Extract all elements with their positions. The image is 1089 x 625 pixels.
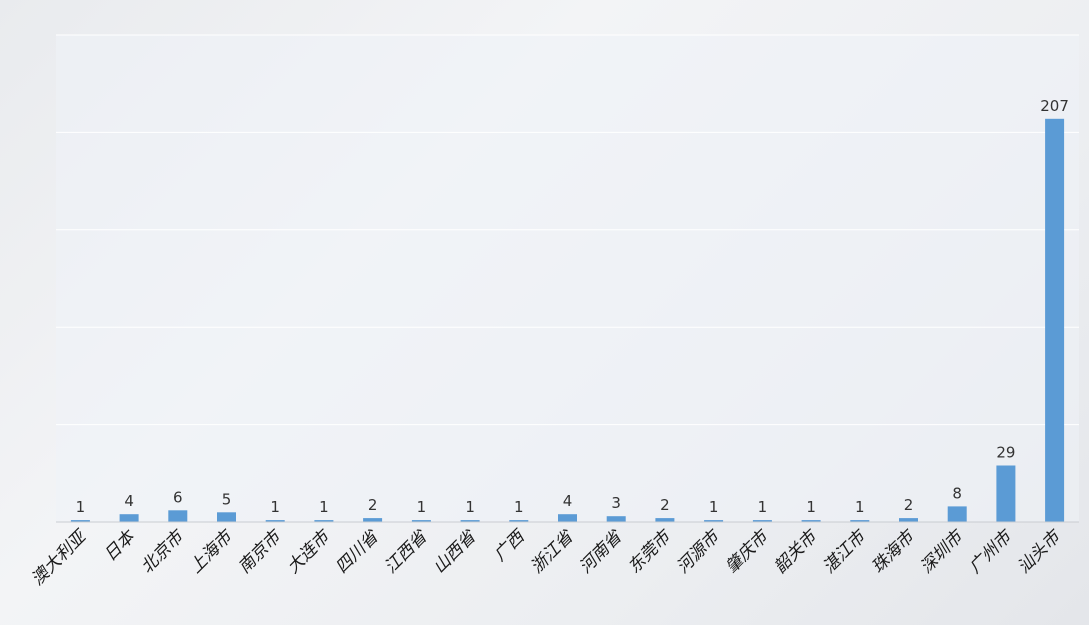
x-tick-label-15: 韶关市 xyxy=(770,525,822,577)
data-label-16: 1 xyxy=(855,498,865,516)
bar-13 xyxy=(704,520,724,522)
bar-20 xyxy=(1045,118,1065,523)
x-tick-label-13: 河源市 xyxy=(673,525,725,577)
x-tick-label-8: 山西省 xyxy=(429,526,481,578)
data-label-5: 1 xyxy=(319,498,329,516)
x-tick-label-2: 北京市 xyxy=(137,525,189,577)
bars xyxy=(70,118,1065,523)
x-tick-label-11: 河南省 xyxy=(576,526,628,578)
data-label-9: 1 xyxy=(514,498,524,516)
bar-15 xyxy=(801,520,821,522)
bar-4 xyxy=(265,520,285,522)
x-tick-label-19: 广州市 xyxy=(965,525,1017,577)
x-tick-label-3: 上海市 xyxy=(186,525,238,577)
x-tick-label-0: 澳大利亚 xyxy=(28,525,92,589)
bar-0 xyxy=(70,520,90,522)
bar-2 xyxy=(168,510,188,522)
bar-8 xyxy=(460,520,480,522)
data-label-18: 8 xyxy=(952,484,962,502)
data-label-19: 29 xyxy=(996,444,1015,462)
data-label-20: 207 xyxy=(1040,97,1069,115)
x-tick-label-16: 湛江市 xyxy=(819,525,871,577)
data-label-4: 1 xyxy=(270,498,280,516)
x-tick-label-17: 珠海市 xyxy=(868,525,920,577)
bar-14 xyxy=(752,520,772,522)
x-tick-label-12: 东莞市 xyxy=(624,525,676,577)
data-label-17: 2 xyxy=(904,496,914,514)
x-tick-label-1: 日本 xyxy=(100,526,140,566)
bar-16 xyxy=(850,520,870,522)
data-label-3: 5 xyxy=(222,490,232,508)
x-tick-label-4: 南京市 xyxy=(235,525,287,577)
bar-19 xyxy=(996,465,1016,522)
x-tick-label-7: 江西省 xyxy=(381,526,433,578)
x-tick-label-9: 广西 xyxy=(490,525,530,565)
data-label-12: 2 xyxy=(660,496,670,514)
data-label-10: 4 xyxy=(563,492,573,510)
data-label-8: 1 xyxy=(465,498,475,516)
bar-11 xyxy=(606,516,626,522)
x-tick-label-14: 肇庆市 xyxy=(722,525,774,577)
bar-18 xyxy=(947,506,967,522)
bar-6 xyxy=(363,518,383,522)
data-label-14: 1 xyxy=(758,498,768,516)
bar-7 xyxy=(411,520,431,522)
data-label-7: 1 xyxy=(417,498,427,516)
bar-12 xyxy=(655,518,675,522)
bar-17 xyxy=(899,518,918,522)
bar-10 xyxy=(558,514,577,522)
data-labels: 1 4 6 5 1 1 2 1 1 1 4 3 2 1 1 1 1 2 8 29 207 xyxy=(76,97,1069,516)
data-label-1: 4 xyxy=(124,492,134,510)
bar-1 xyxy=(119,514,139,522)
gridlines xyxy=(56,34,1079,426)
bar-5 xyxy=(314,520,334,522)
plot-background xyxy=(56,35,1079,522)
data-label-6: 2 xyxy=(368,496,378,514)
data-label-2: 6 xyxy=(173,488,183,506)
data-label-13: 1 xyxy=(709,498,719,516)
bar-9 xyxy=(509,520,529,522)
x-tick-label-6: 四川省 xyxy=(332,526,384,578)
data-label-11: 3 xyxy=(611,494,621,512)
data-label-0: 1 xyxy=(76,498,86,516)
bar-3 xyxy=(217,512,236,522)
data-label-15: 1 xyxy=(806,498,816,516)
x-tick-label-5: 大连市 xyxy=(283,525,335,577)
x-tick-label-18: 深圳市 xyxy=(917,525,969,577)
x-tick-label-10: 浙江省 xyxy=(527,526,579,578)
x-tick-label-20: 汕头市 xyxy=(1014,525,1066,577)
